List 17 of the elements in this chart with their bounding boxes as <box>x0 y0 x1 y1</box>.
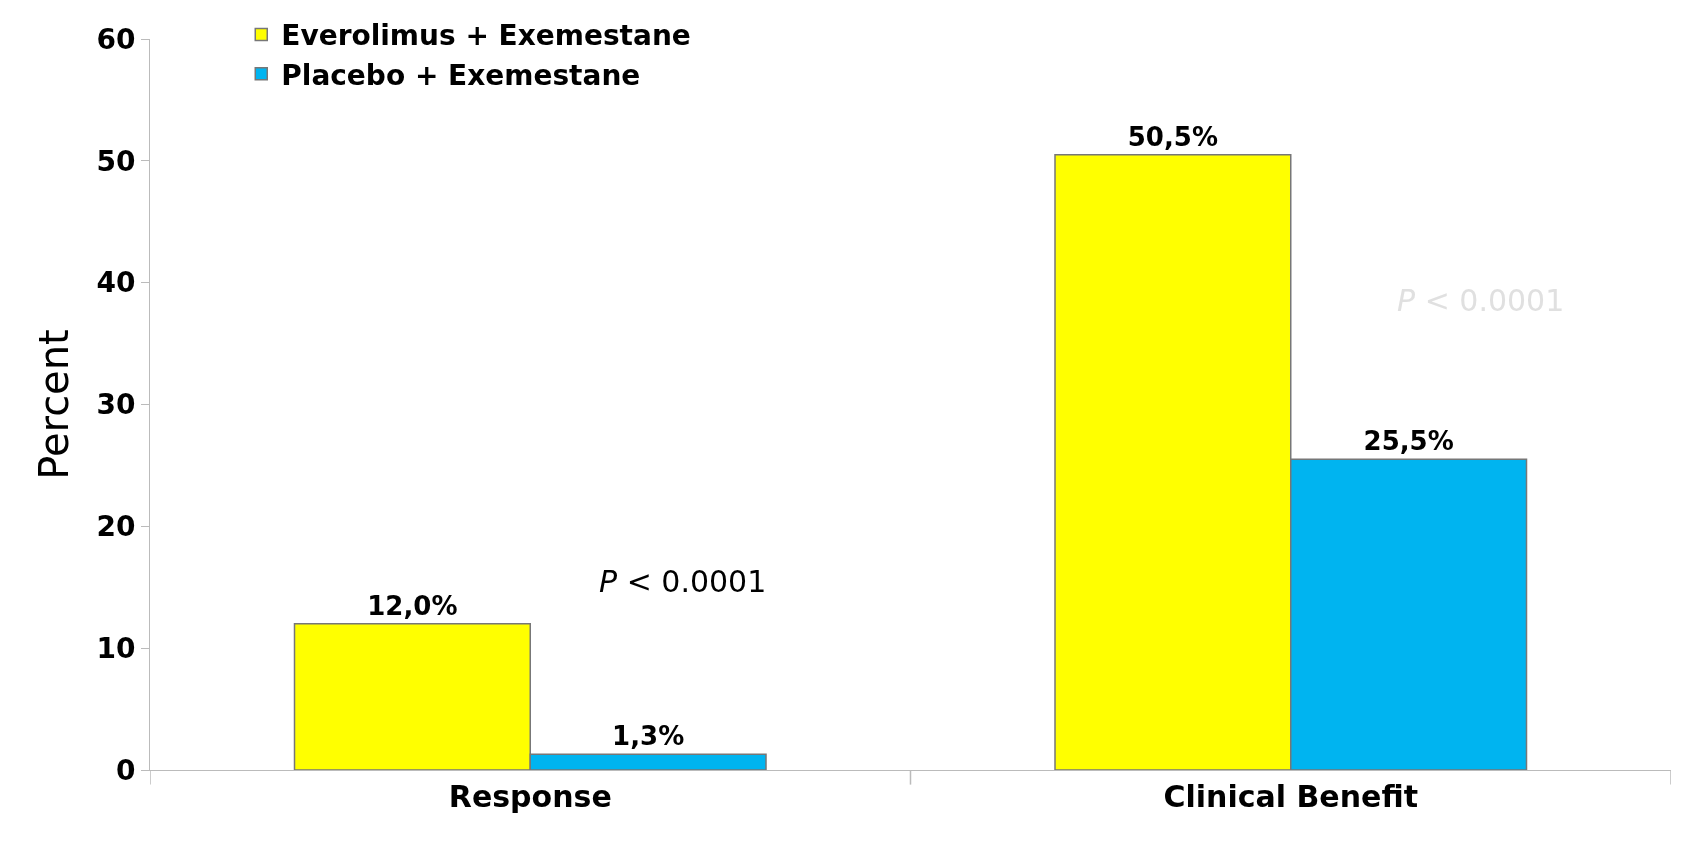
y-tick-label: 0 <box>115 753 136 787</box>
y-tick-label: 40 <box>96 266 136 300</box>
x-tick-label: Clinical Benefit <box>1163 779 1418 814</box>
data-label: 25,5% <box>1363 426 1454 457</box>
y-tick-label: 10 <box>96 631 136 665</box>
annotation: P < 0.0001 <box>599 564 767 599</box>
y-tick-label: 50 <box>96 144 136 178</box>
data-label: 50,5% <box>1127 121 1218 152</box>
y-tick-label: 20 <box>96 510 136 544</box>
y-axis-title: Percent <box>30 329 77 480</box>
x-tick-label: Response <box>448 779 612 814</box>
y-tick-label: 30 <box>96 388 136 422</box>
y-tick-label: 60 <box>96 22 136 56</box>
legend-label: Placebo + Exemestane <box>281 58 641 92</box>
legend-label: Everolimus + Exemestane <box>281 19 691 53</box>
data-label: 1,3% <box>612 721 685 752</box>
data-label: 12,0% <box>367 590 458 621</box>
